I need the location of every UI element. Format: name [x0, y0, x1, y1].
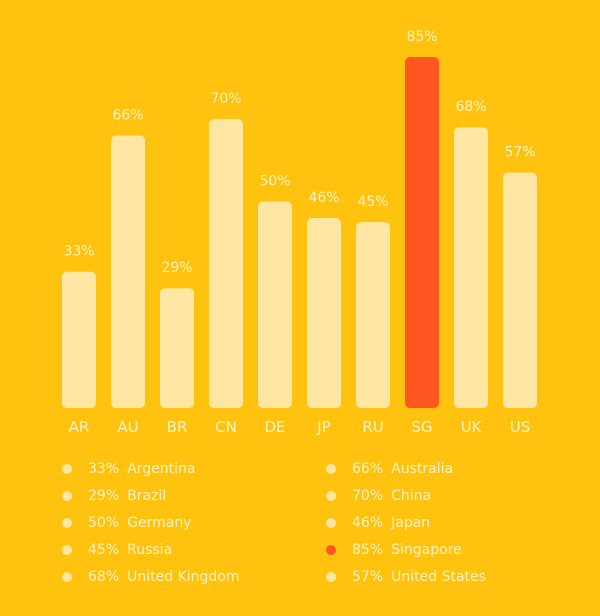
bar-sg [405, 57, 439, 408]
category-label-de: DE [264, 418, 285, 436]
value-label-cn: 70% [210, 91, 241, 107]
bar-jp [307, 218, 341, 408]
bar-au [111, 135, 145, 409]
bar-de [258, 201, 292, 408]
category-label-cn: CN [215, 418, 237, 436]
value-label-ar: 33% [63, 244, 94, 260]
bar-br [160, 288, 194, 408]
value-label-au: 66% [112, 107, 143, 123]
category-label-br: BR [167, 418, 188, 436]
bar-ru [356, 222, 390, 408]
value-label-ru: 45% [357, 194, 388, 210]
value-label-de: 50% [259, 174, 290, 190]
category-label-sg: SG [411, 418, 432, 436]
bar-us [503, 172, 537, 408]
value-label-us: 57% [504, 145, 535, 161]
value-label-jp: 46% [308, 190, 339, 206]
value-label-br: 29% [161, 260, 192, 276]
bar-ar [62, 271, 96, 408]
value-label-uk: 68% [455, 99, 486, 115]
bar-cn [209, 118, 243, 409]
category-label-jp: JP [316, 418, 330, 436]
category-label-us: US [510, 418, 531, 436]
category-label-uk: UK [461, 418, 483, 436]
category-label-au: AU [117, 418, 138, 436]
category-label-ar: AR [69, 418, 90, 436]
bar-uk [454, 127, 488, 408]
value-label-sg: 85% [406, 29, 437, 45]
category-label-ru: RU [362, 418, 383, 436]
